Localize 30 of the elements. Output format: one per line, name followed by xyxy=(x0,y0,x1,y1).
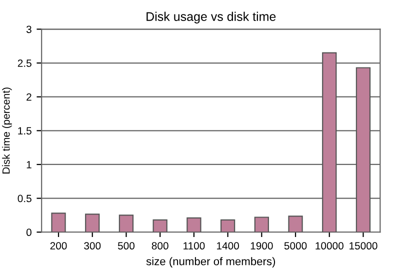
y-axis-title: Disk time (percent) xyxy=(2,88,12,174)
y-tick-label: 0.5 xyxy=(18,194,32,202)
bar xyxy=(51,212,66,232)
y-tick-label: 3 xyxy=(26,26,32,34)
x-tick-label: 300 xyxy=(84,242,101,250)
bar xyxy=(152,219,168,232)
bar xyxy=(85,214,100,232)
y-tick-label: 0 xyxy=(26,228,32,236)
x-tick-label: 15000 xyxy=(350,242,378,250)
bar xyxy=(254,216,269,232)
bar xyxy=(356,67,371,232)
bar xyxy=(322,52,337,232)
x-tick-label: 800 xyxy=(152,242,168,250)
x-tick-label: 1400 xyxy=(217,242,239,250)
chart-title: Disk usage vs disk time xyxy=(146,12,276,24)
x-tick-label: 5000 xyxy=(284,242,307,250)
y-tick-label: 1 xyxy=(26,161,32,168)
y-tick-label: 2 xyxy=(26,93,32,101)
x-tick-label: 200 xyxy=(50,242,67,250)
x-tick-label: 500 xyxy=(118,242,135,250)
x-tick-label: 1900 xyxy=(250,242,273,250)
y-tick-label: 2.5 xyxy=(18,60,32,67)
x-tick-label: 1100 xyxy=(184,242,205,250)
bar xyxy=(186,217,202,232)
x-tick-label: 10000 xyxy=(316,242,344,250)
bar xyxy=(118,214,134,232)
y-tick-label: 1.5 xyxy=(18,127,32,135)
bar xyxy=(288,216,303,232)
x-axis-title: size (number of members) xyxy=(146,257,276,268)
bar xyxy=(220,219,236,232)
